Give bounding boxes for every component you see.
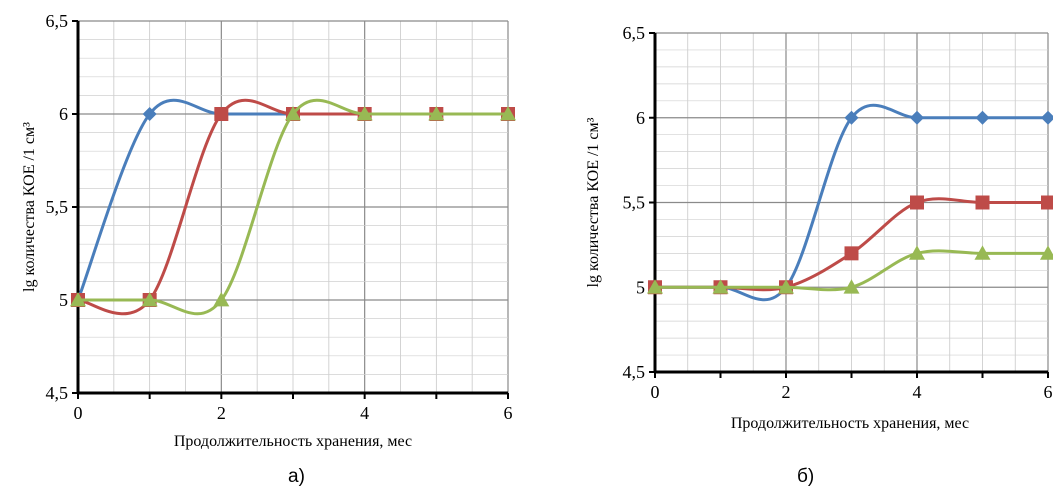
y-tick-label: 6,5: [623, 23, 646, 43]
x-tick-label: 4: [360, 403, 369, 423]
data-point-triangle: [974, 245, 991, 260]
y-tick-label: 6,5: [46, 11, 69, 31]
data-point-triangle: [213, 292, 230, 307]
data-point-triangle: [500, 106, 516, 121]
data-point-square: [975, 195, 990, 210]
data-point-square: [1041, 195, 1053, 210]
y-tick-label: 6: [636, 108, 645, 128]
data-point-triangle: [843, 279, 860, 294]
data-point-square: [844, 246, 859, 261]
panel-caption-b: б): [797, 466, 815, 487]
chart-a-grid: [77, 20, 509, 394]
data-point-triangle: [285, 106, 301, 121]
chart-a-svg: 4,5 5 5,5 6 6,5 0 2 4 6 Продолжительность хранени…: [21, 11, 516, 450]
data-point-diamond: [975, 110, 990, 125]
data-point-triangle: [141, 292, 158, 307]
chart-panel-a: 4,5 5 5,5 6 6,5 0 2 4 6 Продолжительность хранени…: [21, 11, 516, 487]
y-axis-title: lg количества КОЕ /1 см³: [585, 117, 602, 287]
y-tick-label: 4,5: [623, 362, 646, 382]
x-tick-label: 4: [913, 382, 922, 402]
series-2: [70, 98, 516, 316]
x-tick-label: 6: [1044, 382, 1053, 402]
data-point-square: [214, 107, 229, 121]
x-tick-label: 0: [74, 403, 83, 423]
y-tick-label: 5,5: [623, 193, 646, 213]
x-axis-title: Продолжительность хранения, мес: [731, 415, 969, 432]
data-point-triangle: [1040, 245, 1053, 260]
y-tick-label: 5,5: [46, 197, 69, 217]
x-tick-label: 0: [651, 382, 660, 402]
data-point-diamond: [1041, 110, 1053, 125]
panel-caption-a: а): [288, 466, 305, 487]
data-point-triangle: [70, 292, 86, 307]
data-point-triangle: [712, 279, 729, 294]
data-point-diamond: [910, 110, 924, 125]
series-1: [648, 195, 1053, 295]
x-tick-label: 6: [504, 403, 513, 423]
y-tick-label: 5: [59, 290, 68, 310]
y-tick-label: 5: [636, 277, 645, 297]
series-2: [647, 245, 1053, 294]
chart-panel-b: 4,5 5 5,5 6 6,5 0 2 4 6 Продолжительность хранени…: [530, 0, 1053, 498]
x-tick-label: 2: [782, 382, 791, 402]
data-point-triangle: [647, 279, 663, 294]
data-point-diamond: [142, 107, 157, 121]
x-axis-title: Продолжительность хранения, мес: [174, 433, 412, 450]
data-point-triangle: [778, 279, 794, 294]
data-point-square: [910, 195, 924, 210]
data-point-triangle: [909, 245, 925, 260]
data-point-triangle: [428, 106, 445, 121]
x-tick-label: 2: [217, 403, 226, 423]
y-tick-label: 4,5: [46, 383, 69, 403]
data-point-diamond: [844, 110, 859, 125]
data-point-triangle: [356, 106, 373, 121]
chart-b-svg: 4,5 5 5,5 6 6,5 0 2 4 6 Продолжительность хранени…: [585, 23, 1053, 432]
y-axis-title: lg количества КОЕ /1 см³: [21, 122, 38, 292]
y-tick-label: 6: [59, 104, 68, 124]
